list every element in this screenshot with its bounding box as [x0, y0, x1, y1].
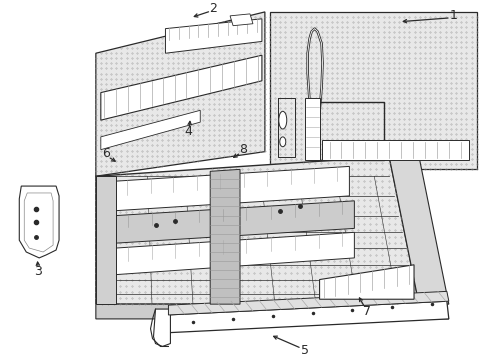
Polygon shape — [168, 291, 448, 315]
Polygon shape — [210, 169, 240, 304]
Text: 5: 5 — [300, 344, 308, 357]
Polygon shape — [101, 110, 200, 150]
Polygon shape — [321, 140, 468, 159]
Polygon shape — [388, 157, 448, 304]
Polygon shape — [165, 301, 448, 333]
Text: 6: 6 — [102, 147, 109, 160]
Polygon shape — [96, 12, 264, 176]
Polygon shape — [96, 176, 116, 304]
Text: 7: 7 — [363, 305, 370, 318]
Polygon shape — [304, 98, 319, 159]
Polygon shape — [116, 232, 354, 275]
Ellipse shape — [278, 111, 286, 129]
Polygon shape — [269, 12, 476, 169]
Polygon shape — [96, 157, 418, 304]
Polygon shape — [116, 166, 349, 211]
Text: 4: 4 — [184, 125, 192, 139]
Polygon shape — [96, 304, 448, 319]
Text: 2: 2 — [209, 3, 217, 15]
Polygon shape — [153, 309, 170, 346]
Polygon shape — [165, 19, 262, 53]
Text: 8: 8 — [239, 143, 246, 156]
Text: 1: 1 — [449, 9, 457, 22]
Polygon shape — [101, 55, 262, 120]
Polygon shape — [319, 265, 413, 299]
Polygon shape — [116, 201, 354, 243]
Polygon shape — [230, 14, 252, 26]
Ellipse shape — [279, 137, 285, 147]
Polygon shape — [19, 186, 59, 258]
Text: 3: 3 — [34, 265, 42, 278]
